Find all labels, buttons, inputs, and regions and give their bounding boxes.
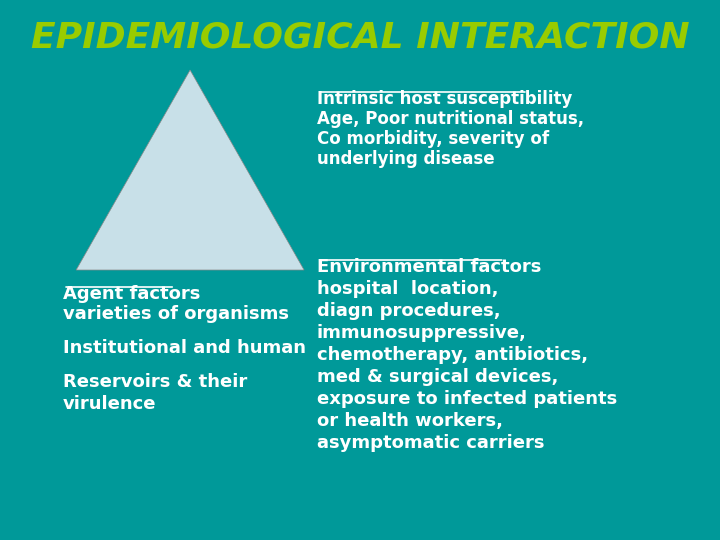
Text: Co morbidity, severity of: Co morbidity, severity of bbox=[317, 130, 549, 148]
Polygon shape bbox=[76, 70, 304, 270]
Text: hospital  location,: hospital location, bbox=[317, 280, 498, 298]
Text: asymptomatic carriers: asymptomatic carriers bbox=[317, 434, 544, 452]
Text: chemotherapy, antibiotics,: chemotherapy, antibiotics, bbox=[317, 346, 588, 364]
Text: exposure to infected patients: exposure to infected patients bbox=[317, 390, 617, 408]
Text: or health workers,: or health workers, bbox=[317, 412, 503, 430]
Text: immunosuppressive,: immunosuppressive, bbox=[317, 324, 527, 342]
Text: med & surgical devices,: med & surgical devices, bbox=[317, 368, 559, 386]
Text: diagn procedures,: diagn procedures, bbox=[317, 302, 500, 320]
Text: Agent factors: Agent factors bbox=[63, 285, 201, 303]
Text: Intrinsic host susceptibility: Intrinsic host susceptibility bbox=[317, 90, 572, 108]
Text: Reservoirs & their: Reservoirs & their bbox=[63, 373, 248, 391]
Text: Environmental factors: Environmental factors bbox=[317, 258, 541, 276]
Text: underlying disease: underlying disease bbox=[317, 150, 495, 168]
Text: Age, Poor nutritional status,: Age, Poor nutritional status, bbox=[317, 110, 584, 128]
Text: Institutional and human: Institutional and human bbox=[63, 339, 306, 357]
Text: virulence: virulence bbox=[63, 395, 157, 413]
Text: varieties of organisms: varieties of organisms bbox=[63, 305, 289, 323]
Text: EPIDEMIOLOGICAL INTERACTION: EPIDEMIOLOGICAL INTERACTION bbox=[31, 21, 689, 55]
